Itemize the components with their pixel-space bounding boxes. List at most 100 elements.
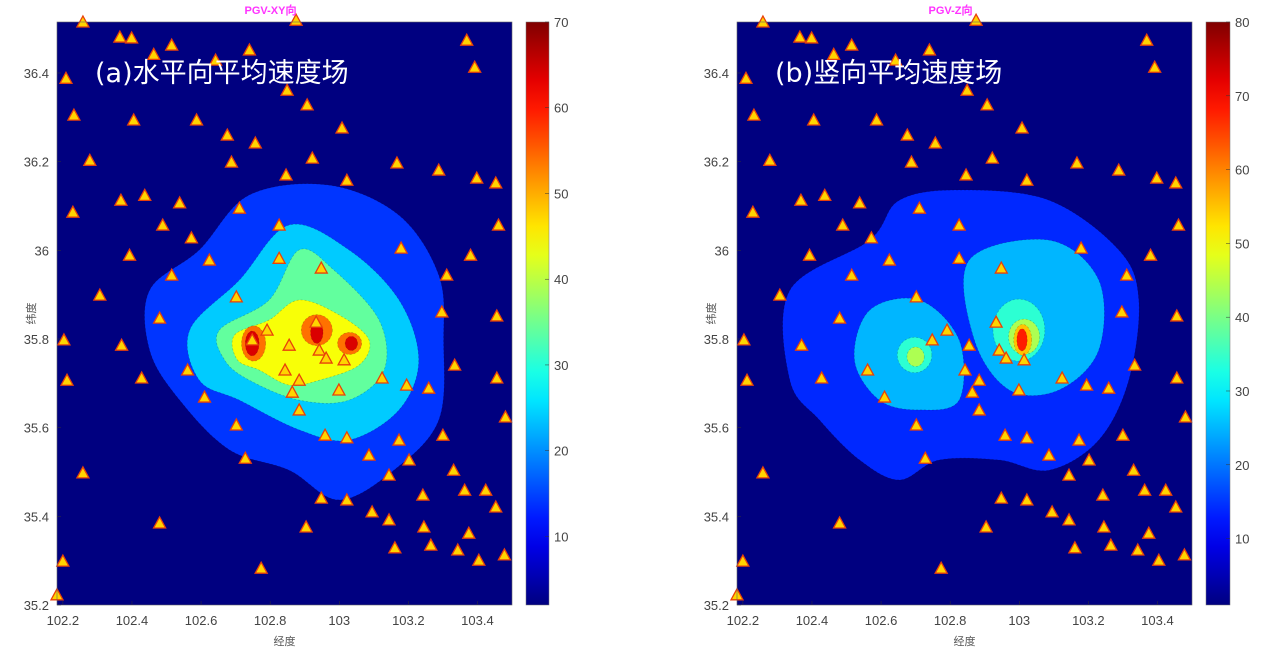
- station-marker: [434, 304, 449, 318]
- colorbar-tick-label: 40: [1235, 310, 1249, 325]
- colorbar: [525, 21, 550, 606]
- station-marker: [224, 154, 239, 168]
- colorbar-tick-label: 20: [1235, 458, 1249, 473]
- station-marker: [925, 332, 940, 346]
- station-marker: [1151, 552, 1166, 566]
- colorbar: [1205, 21, 1231, 606]
- station-marker: [292, 402, 307, 416]
- station-marker: [745, 204, 760, 218]
- station-marker: [202, 252, 217, 266]
- station-marker: [1061, 512, 1077, 526]
- station-marker: [864, 230, 879, 244]
- station-marker: [489, 308, 504, 322]
- station-marker: [381, 512, 397, 526]
- panel-label: (b)竖向平均速度场: [775, 58, 1002, 89]
- station-marker: [415, 487, 430, 501]
- station-marker: [1041, 447, 1057, 461]
- station-marker: [1147, 59, 1162, 73]
- station-marker: [75, 465, 91, 479]
- station-marker: [978, 519, 994, 533]
- station-marker: [1044, 504, 1060, 518]
- station-marker: [282, 337, 297, 351]
- station-marker: [416, 519, 431, 533]
- y-tick-label: 35.6: [24, 421, 49, 436]
- station-marker: [1074, 240, 1089, 254]
- station-marker: [463, 247, 478, 261]
- station-marker: [1061, 467, 1077, 481]
- station-marker: [999, 350, 1014, 364]
- station-marker: [918, 450, 933, 464]
- x-tick-label: 103: [328, 613, 350, 628]
- colorbar-tick-label: 20: [554, 444, 568, 459]
- station-marker: [882, 252, 897, 266]
- station-marker: [447, 357, 462, 371]
- station-marker: [126, 112, 141, 126]
- colorbar-tick-label: 80: [1235, 15, 1249, 30]
- station-marker: [478, 482, 493, 496]
- station-marker: [300, 97, 315, 111]
- y-tick-label: 35.2: [704, 598, 729, 613]
- station-marker: [934, 560, 949, 574]
- station-marker: [877, 389, 892, 403]
- x-tick-label: 102.6: [865, 613, 898, 628]
- station-marker: [112, 29, 127, 43]
- station-marker: [904, 154, 919, 168]
- station-marker: [334, 120, 350, 134]
- station-marker: [746, 107, 762, 121]
- station-marker: [399, 377, 414, 391]
- station-marker: [965, 384, 980, 398]
- station-marker: [278, 167, 294, 181]
- station-marker: [435, 427, 450, 441]
- station-marker: [888, 52, 903, 66]
- station-marker: [220, 127, 235, 141]
- station-marker: [314, 260, 329, 274]
- station-marker: [65, 204, 80, 218]
- station-marker: [58, 70, 74, 84]
- station-marker: [1081, 452, 1097, 466]
- station-marker: [1019, 430, 1034, 444]
- station-marker: [1115, 427, 1130, 441]
- station-marker: [869, 112, 884, 126]
- station-marker: [844, 267, 859, 281]
- station-marker: [364, 504, 380, 518]
- x-tick-label: 103.4: [1141, 613, 1174, 628]
- station-marker: [457, 482, 472, 496]
- station-marker: [1103, 537, 1118, 551]
- station-marker: [832, 310, 847, 324]
- station-marker: [1168, 499, 1183, 513]
- station-marker: [817, 187, 832, 201]
- station-marker: [229, 289, 244, 303]
- station-marker: [814, 370, 829, 384]
- station-marker: [298, 519, 314, 533]
- y-tick-label: 36.4: [24, 66, 49, 81]
- station-marker: [860, 362, 875, 376]
- station-marker: [248, 135, 263, 149]
- chart-title: PGV-XY向: [245, 3, 297, 17]
- station-marker: [279, 82, 295, 96]
- station-marker: [844, 37, 859, 51]
- y-tick-label: 35.2: [24, 598, 49, 613]
- y-axis-label: 纬度: [704, 303, 718, 325]
- station-marker: [381, 467, 397, 481]
- station-marker: [375, 370, 390, 384]
- station-marker: [832, 515, 847, 529]
- station-marker: [189, 112, 204, 126]
- station-marker: [272, 250, 287, 264]
- station-marker: [92, 287, 107, 301]
- station-marker: [738, 70, 754, 84]
- contour-band: [344, 336, 358, 351]
- station-marker: [1143, 247, 1158, 261]
- station-marker: [1096, 519, 1111, 533]
- station-marker: [1178, 409, 1193, 423]
- station-marker: [319, 350, 334, 364]
- x-tick-label: 102.4: [796, 613, 829, 628]
- station-marker: [305, 150, 320, 164]
- station-marker: [450, 542, 465, 556]
- station-marker: [488, 499, 503, 513]
- station-marker: [736, 332, 752, 346]
- station-marker: [401, 452, 417, 466]
- station-marker: [989, 314, 1004, 328]
- station-marker: [900, 127, 915, 141]
- station-marker: [1017, 352, 1032, 366]
- colorbar-tick-label: 70: [554, 15, 568, 30]
